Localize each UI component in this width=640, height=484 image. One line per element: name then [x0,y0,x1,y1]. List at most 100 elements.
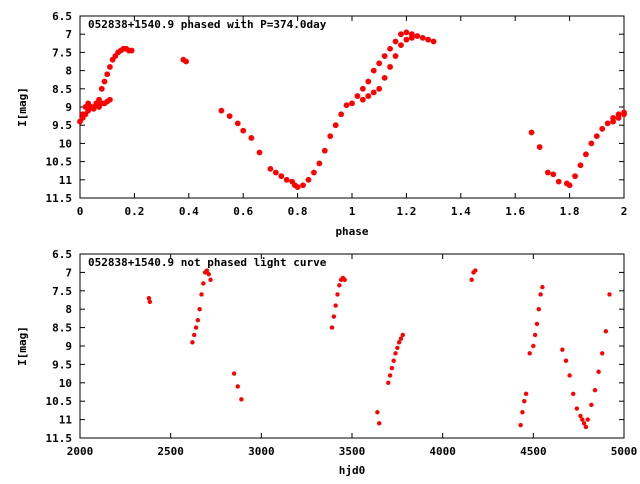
data-point [335,292,340,297]
data-point [599,125,606,132]
data-point [146,295,152,301]
data-point [206,272,211,277]
data-point [354,93,361,99]
data-point [190,340,195,345]
data-point [331,314,337,319]
data-point [234,120,241,127]
data-point [376,85,383,92]
y-tick-label: 11.5 [46,432,73,445]
data-point [414,33,421,39]
x-tick-label: 4500 [520,445,547,458]
data-point [375,410,380,415]
y-tick-label: 7.5 [52,46,72,59]
x-tick-label: 5000 [611,445,638,458]
data-point [343,102,350,109]
y-tick-label: 11.5 [46,192,73,205]
data-point [365,78,372,85]
data-point [235,384,240,389]
data-point [272,169,279,176]
data-point [387,373,393,378]
chart-title: 052838+1540.9 phased with P=374.0day [88,18,327,31]
y-tick-label: 10 [59,137,72,150]
data-point [338,111,345,118]
chart-title: 052838+1540.9 not phased light curve [88,256,327,269]
data-point [147,299,153,305]
data-point [531,343,536,349]
data-point [377,421,382,426]
data-point [403,36,410,43]
data-point [316,160,323,167]
data-point [376,60,383,67]
data-point [603,329,609,334]
data-point [128,47,135,54]
data-point [231,371,237,376]
data-point [101,78,108,85]
x-tick-label: 3500 [339,445,366,458]
data-point [104,71,111,78]
data-point [581,421,587,426]
data-point [396,340,402,345]
data-point [199,292,204,297]
y-tick-label: 11 [59,414,73,427]
x-tick-label: 4000 [429,445,456,458]
data-point [278,173,285,180]
data-point [469,277,474,282]
data-point [327,133,334,140]
data-point [473,268,478,273]
data-point [398,31,404,38]
data-point [520,410,525,415]
y-tick-label: 6.5 [52,248,72,261]
x-axis-label: phase [335,225,368,238]
x-tick-label: 0.4 [179,205,199,218]
data-point [600,351,605,356]
y-tick-label: 7.5 [52,285,72,298]
data-point [544,169,551,176]
data-point [607,292,612,297]
data-point [621,111,627,118]
data-point [588,140,595,147]
data-point [337,283,342,288]
data-point [583,151,589,158]
data-point [532,332,538,338]
data-point [585,417,590,422]
data-point [578,413,583,419]
x-tick-label: 1 [349,205,356,218]
plot-frame [79,253,625,439]
data-points [146,268,612,430]
data-point [577,162,584,169]
data-point [391,358,396,363]
data-point [419,34,426,41]
x-tick-label: 1.2 [396,205,416,218]
data-point [536,144,543,150]
y-tick-label: 7 [65,266,72,279]
data-point [332,122,339,129]
x-tick-label: 3000 [248,445,275,458]
data-point [550,171,557,178]
data-point [593,133,600,140]
x-tick-label: 1.6 [505,205,525,218]
data-point [107,96,113,103]
data-point [311,169,317,176]
data-point [592,387,598,393]
y-tick-label: 10.5 [46,156,73,169]
data-point [197,307,202,312]
data-point [566,182,573,189]
x-tick-label: 2000 [67,445,94,458]
data-point [610,118,617,125]
data-point [359,96,366,103]
data-point [538,292,543,297]
data-point [333,303,338,308]
data-point [387,45,393,52]
data-point [240,127,247,134]
y-tick-label: 7 [65,28,72,41]
data-point [596,369,601,374]
y-tick-label: 10.5 [46,395,73,408]
x-tick-label: 0.8 [288,205,308,218]
data-point [583,424,589,430]
data-point [267,165,274,172]
data-point [403,29,410,36]
data-point [195,318,201,323]
y-tick-label: 8.5 [52,83,72,96]
data-point [425,36,432,43]
